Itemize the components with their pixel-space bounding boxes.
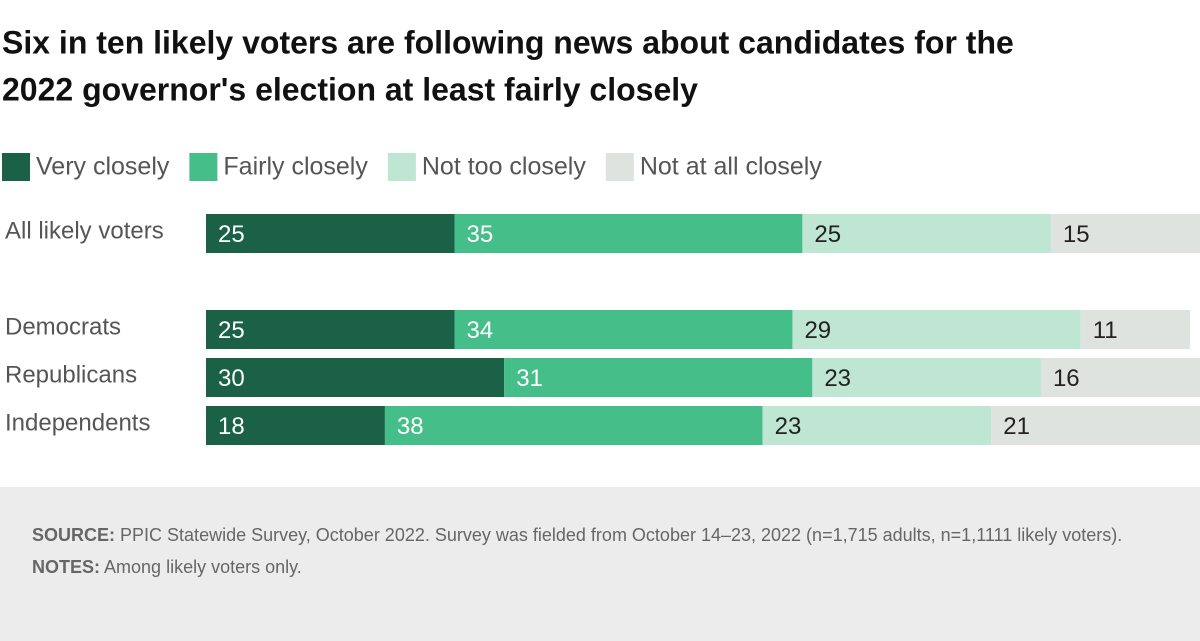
data-label: 31 — [516, 365, 543, 392]
bar-segment — [206, 310, 455, 349]
legend-label: Fairly closely — [223, 153, 368, 181]
bar-segment — [1050, 214, 1200, 253]
category-label: Republicans — [5, 361, 137, 388]
bar-segment — [812, 358, 1041, 397]
bar-segment — [991, 406, 1200, 445]
data-label: 25 — [218, 221, 245, 248]
data-label: 15 — [1063, 221, 1090, 248]
bar-segment — [206, 406, 385, 445]
legend-swatch — [387, 153, 416, 181]
data-label: 18 — [218, 413, 245, 440]
bar-segment — [1080, 310, 1191, 349]
bar-segment — [454, 214, 803, 253]
data-label: 29 — [804, 317, 831, 344]
bar-segment — [206, 358, 505, 397]
category-label: All likely voters — [5, 217, 164, 244]
data-label: 25 — [218, 317, 245, 344]
source-label: SOURCE: — [32, 525, 116, 545]
data-label: 23 — [824, 365, 851, 392]
chart: Six in ten likely voters are following n… — [2, 24, 1200, 445]
notes-text: Among likely voters only. — [104, 557, 302, 577]
legend-swatch — [189, 153, 218, 181]
data-label: 38 — [397, 413, 424, 440]
data-label: 11 — [1093, 317, 1118, 344]
bar-segment — [504, 358, 813, 397]
data-label: 35 — [467, 221, 494, 248]
legend-label: Very closely — [36, 153, 170, 181]
data-label: 23 — [775, 413, 802, 440]
bar-segment — [1040, 358, 1200, 397]
data-label: 30 — [218, 365, 245, 392]
bar-segment — [792, 310, 1081, 349]
legend-swatch — [605, 153, 634, 181]
category-label: Independents — [5, 409, 150, 436]
footer: SOURCE: PPIC Statewide Survey, October 2… — [0, 487, 1200, 641]
notes: NOTES: Among likely voters only. — [32, 551, 1140, 583]
bar-segment — [762, 406, 992, 445]
source-text: PPIC Statewide Survey, October 2022. Sur… — [120, 525, 1123, 545]
chart-title: Six in ten likely voters are following n… — [2, 24, 1014, 60]
bar-segment — [206, 214, 455, 253]
legend-label: Not at all closely — [640, 153, 823, 181]
legend-swatch — [2, 153, 30, 181]
data-label: 21 — [1003, 413, 1030, 440]
category-label: Democrats — [5, 313, 121, 340]
notes-label: NOTES: — [32, 557, 101, 577]
source: SOURCE: PPIC Statewide Survey, October 2… — [32, 519, 1140, 551]
bar-segment — [802, 214, 1051, 253]
bar-segment — [384, 406, 763, 445]
data-label: 25 — [814, 221, 841, 248]
bar-segment — [454, 310, 793, 349]
data-label: 34 — [467, 317, 494, 344]
legend-label: Not too closely — [422, 153, 586, 181]
data-label: 16 — [1053, 365, 1080, 392]
chart-title: 2022 governor's election at least fairly… — [2, 71, 698, 107]
